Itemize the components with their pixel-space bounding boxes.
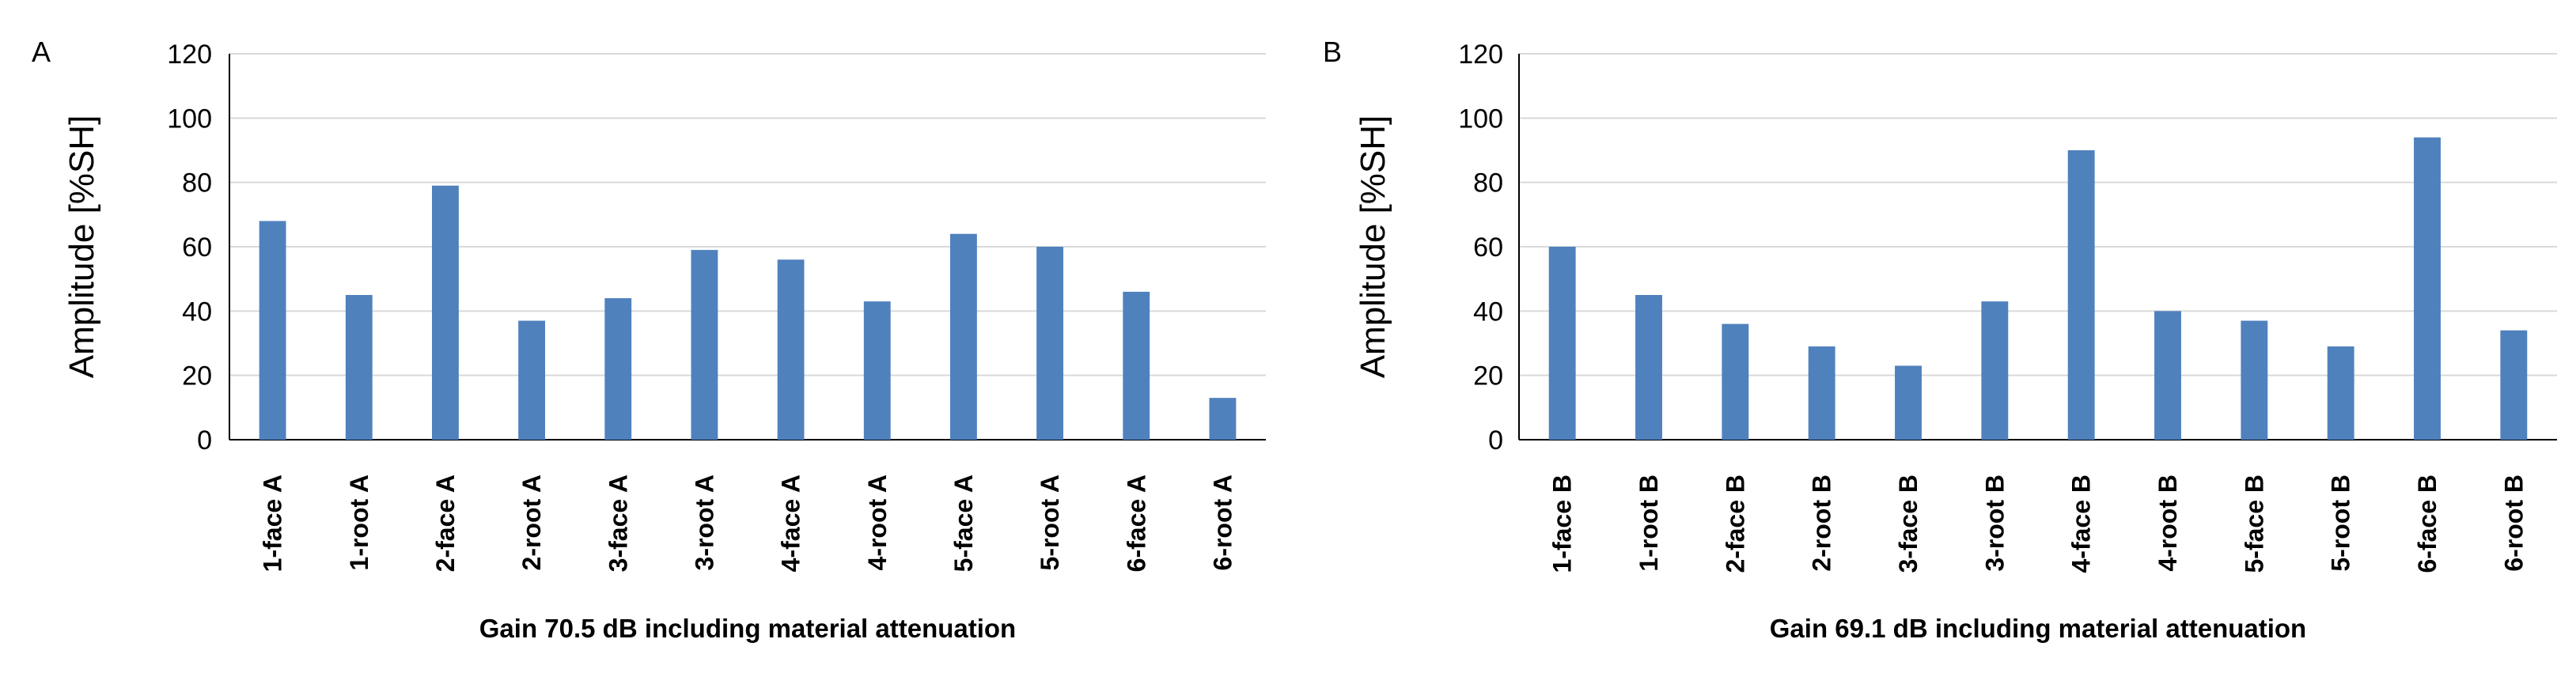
bar-3-root-a — [691, 250, 718, 440]
y-tick-label: 20 — [182, 361, 212, 391]
panel-label: B — [1323, 36, 1342, 68]
y-axis-title: Amplitude [%SH] — [1354, 115, 1392, 379]
y-tick-label: 120 — [1458, 40, 1503, 70]
bar-1-face-a — [259, 221, 286, 440]
y-tick-label: 40 — [182, 297, 212, 327]
bar-5-face-a — [949, 233, 977, 440]
bar-4-face-a — [777, 259, 805, 440]
x-tick-label: 5-face B — [2240, 475, 2268, 573]
y-tick-label: 100 — [1458, 104, 1503, 134]
bar-3-face-b — [1895, 365, 1922, 440]
bar-5-root-a — [1036, 247, 1064, 440]
x-tick-label: 2-face A — [431, 475, 460, 572]
y-tick-label: 0 — [1488, 425, 1503, 456]
x-axis-title: Gain 69.1 dB including material attenuat… — [1770, 614, 2306, 643]
x-tick-label: 2-root A — [517, 475, 546, 570]
bar-6-root-b — [2500, 330, 2528, 440]
x-tick-label: 1-face B — [1548, 475, 1577, 573]
chart-panel-b: B 0 20 40 60 80 100 120 1-face B 1-root B 2-face B… — [1323, 36, 2557, 643]
bar-4-root-b — [2154, 311, 2181, 440]
x-tick-label: 5-root A — [1036, 475, 1064, 570]
y-tick-label: 60 — [182, 233, 212, 263]
chart-panel-a: A 0 20 40 60 80 100 120 1-face A 1-root A 2-face A… — [32, 36, 1266, 643]
x-tick-label: 5-face A — [949, 475, 978, 572]
x-tick-label: 6-root A — [1208, 475, 1237, 570]
bar-6-face-a — [1123, 291, 1150, 440]
x-tick-label: 1-root B — [1635, 475, 1663, 572]
y-tick-label: 120 — [167, 40, 212, 70]
x-tick-label: 2-face B — [1721, 475, 1749, 573]
bar-1-root-b — [1635, 295, 1662, 440]
y-tick-label: 100 — [167, 104, 212, 134]
x-tick-label: 4-root A — [863, 475, 892, 570]
y-tick-label: 80 — [1473, 168, 1503, 198]
y-tick-label: 20 — [1473, 361, 1503, 391]
bar-2-root-a — [518, 320, 546, 440]
bar-2-face-a — [431, 185, 459, 440]
x-tick-label: 5-root B — [2327, 475, 2355, 572]
bar-1-face-b — [1548, 247, 1576, 440]
bar-5-face-b — [2241, 320, 2268, 440]
y-tick-label: 60 — [1473, 233, 1503, 263]
bar-3-root-b — [1981, 301, 2009, 440]
bar-6-root-a — [1209, 398, 1237, 440]
x-tick-label: 3-face A — [604, 475, 632, 572]
x-tick-label: 3-face B — [1894, 475, 1923, 573]
y-tick-label: 80 — [182, 168, 212, 198]
x-tick-label: 6-face B — [2413, 475, 2442, 573]
panel-label: A — [32, 36, 51, 68]
bar-4-root-a — [863, 301, 891, 440]
bar-1-root-a — [345, 295, 373, 440]
x-tick-label: 6-root B — [2499, 475, 2528, 572]
x-tick-label: 3-root A — [690, 475, 718, 570]
x-tick-label: 4-root B — [2154, 475, 2182, 572]
x-tick-label: 4-face B — [2067, 475, 2096, 573]
x-tick-label: 6-face A — [1122, 475, 1150, 572]
y-tick-label: 40 — [1473, 297, 1503, 327]
bar-2-root-b — [1808, 346, 1835, 440]
x-tick-label: 3-root B — [1980, 475, 2009, 572]
x-axis-title: Gain 70.5 dB including material attenuat… — [479, 614, 1016, 643]
bar-2-face-b — [1722, 323, 1749, 440]
bar-6-face-b — [2414, 137, 2441, 440]
x-tick-label: 1-face A — [259, 475, 287, 572]
x-tick-label: 2-root B — [1808, 475, 1836, 572]
x-tick-label: 1-root A — [345, 475, 373, 570]
bar-4-face-b — [2067, 150, 2095, 440]
x-tick-label: 4-face A — [777, 475, 805, 572]
y-axis-title: Amplitude [%SH] — [63, 115, 101, 379]
bar-5-root-b — [2327, 346, 2354, 440]
y-tick-label: 0 — [197, 425, 212, 456]
bar-3-face-a — [604, 298, 632, 440]
